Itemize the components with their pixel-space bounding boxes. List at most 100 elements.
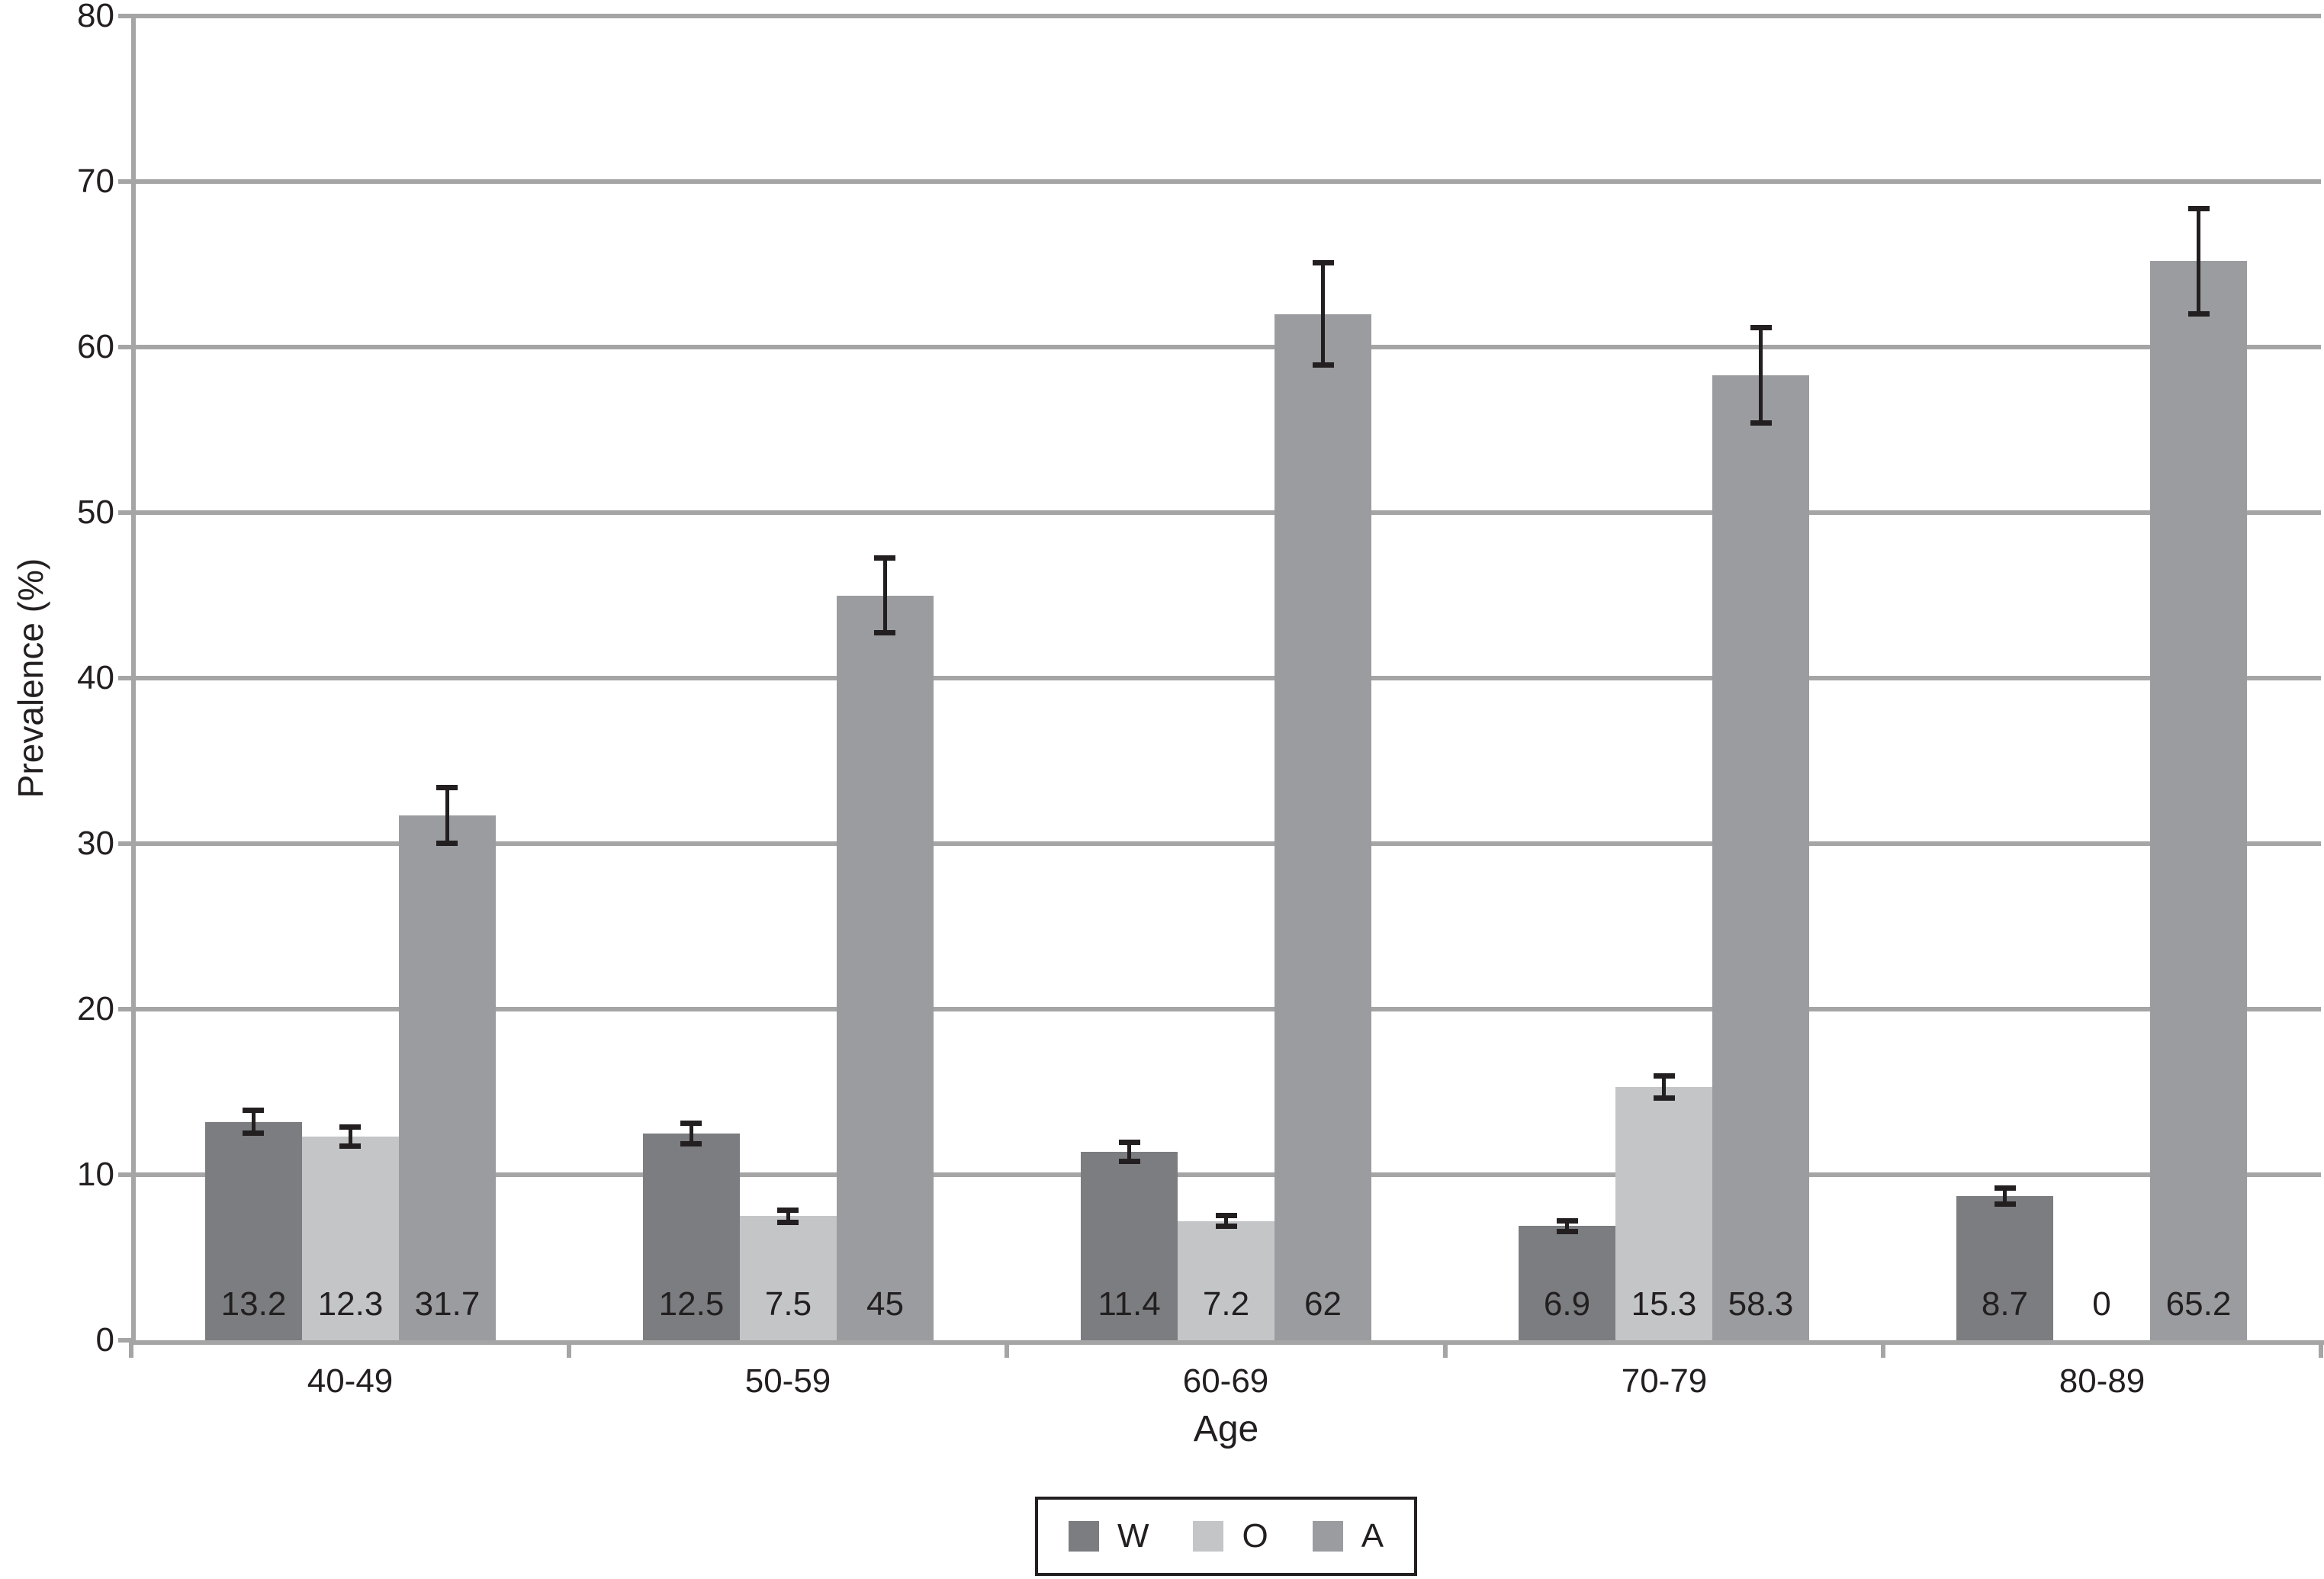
bar-w-50-59 xyxy=(643,1134,740,1340)
error-bar-cap-top xyxy=(680,1121,702,1126)
error-bar-cap-bottom xyxy=(339,1143,361,1149)
y-axis-tick xyxy=(118,510,131,515)
bar-value-label: 45 xyxy=(866,1285,904,1323)
y-tick-label: 0 xyxy=(95,1321,114,1359)
bar-value-label: 8.7 xyxy=(1981,1285,2029,1323)
y-axis-tick xyxy=(118,1338,131,1343)
x-axis-title: Age xyxy=(1193,1409,1259,1449)
y-axis-tick xyxy=(118,841,131,846)
error-bar-line xyxy=(1321,262,1325,365)
gridline xyxy=(131,1172,2321,1177)
gridline xyxy=(131,14,2321,18)
bar-o-50-59 xyxy=(740,1216,837,1340)
error-bar-cap-bottom xyxy=(243,1130,264,1136)
error-bar-cap-top xyxy=(1313,260,1334,265)
x-axis-tick xyxy=(2319,1340,2323,1358)
bar-a-60-69 xyxy=(1275,314,1371,1340)
bar-w-60-69 xyxy=(1081,1152,1178,1340)
bar-a-50-59 xyxy=(837,596,934,1341)
bar-value-label: 11.4 xyxy=(1098,1285,1161,1323)
bar-o-70-79 xyxy=(1615,1087,1712,1340)
y-tick-label: 60 xyxy=(77,328,114,365)
bar-value-label: 13.2 xyxy=(220,1285,287,1323)
y-tick-label: 10 xyxy=(77,1156,114,1193)
error-bar-cap-bottom xyxy=(777,1220,799,1225)
y-tick-label: 30 xyxy=(77,825,114,862)
error-bar-cap-bottom xyxy=(1216,1224,1237,1229)
error-bar-cap-top xyxy=(1654,1073,1675,1079)
y-tick-label: 80 xyxy=(77,0,114,34)
bar-value-label: 7.2 xyxy=(1202,1285,1250,1323)
x-tick-label: 50-59 xyxy=(744,1362,831,1400)
error-bar-line xyxy=(1662,1076,1666,1098)
error-bar-cap-top xyxy=(1216,1213,1237,1218)
error-bar-line xyxy=(883,558,887,634)
bar-value-label: 7.5 xyxy=(764,1285,812,1323)
gridline xyxy=(131,676,2321,680)
error-bar-cap-top xyxy=(339,1124,361,1130)
bar-value-label: 12.5 xyxy=(658,1285,725,1323)
gridline xyxy=(131,510,2321,515)
error-bar-line xyxy=(445,787,449,844)
y-axis-tick xyxy=(118,1172,131,1177)
bar-value-label: 65.2 xyxy=(2165,1285,2232,1323)
error-bar-line xyxy=(786,1210,790,1223)
legend-item-a: A xyxy=(1312,1517,1384,1555)
y-axis-tick xyxy=(118,179,131,184)
gridline xyxy=(131,1007,2321,1011)
bar-value-label: 6.9 xyxy=(1543,1285,1591,1323)
error-bar-line xyxy=(349,1127,352,1146)
bar-value-label: 62 xyxy=(1304,1285,1342,1323)
bar-o-40-49 xyxy=(302,1137,399,1340)
legend-swatch-w xyxy=(1068,1521,1099,1552)
error-bar-cap-bottom xyxy=(2188,311,2210,317)
bar-a-70-79 xyxy=(1712,375,1809,1340)
bar-w-70-79 xyxy=(1519,1226,1615,1340)
legend-label-w: W xyxy=(1117,1517,1149,1555)
x-tick-label: 60-69 xyxy=(1182,1362,1269,1400)
legend-swatch-o xyxy=(1193,1521,1224,1552)
x-axis-tick xyxy=(1443,1340,1448,1358)
error-bar-cap-bottom xyxy=(1313,362,1334,368)
error-bar-cap-bottom xyxy=(1654,1095,1675,1101)
error-bar-cap-top xyxy=(2188,206,2210,211)
error-bar-line xyxy=(1127,1142,1131,1162)
error-bar-cap-bottom xyxy=(1557,1229,1578,1234)
error-bar-line xyxy=(1224,1215,1228,1227)
gridline xyxy=(131,345,2321,349)
bar-a-80-89 xyxy=(2150,261,2247,1340)
y-axis-tick xyxy=(118,345,131,349)
error-bar-line xyxy=(689,1123,693,1144)
y-axis-line xyxy=(131,16,136,1345)
bar-a-40-49 xyxy=(399,815,496,1340)
x-axis-tick xyxy=(1881,1340,1885,1358)
x-axis-line xyxy=(129,1340,2324,1345)
error-bar-cap-top xyxy=(1119,1140,1140,1145)
bar-value-label: 15.3 xyxy=(1631,1285,1697,1323)
error-bar-cap-top xyxy=(1995,1185,2016,1191)
gridline xyxy=(131,841,2321,846)
error-bar-cap-bottom xyxy=(1995,1201,2016,1207)
y-tick-label: 20 xyxy=(77,990,114,1027)
error-bar-cap-top xyxy=(1750,325,1772,330)
legend-label-a: A xyxy=(1361,1517,1384,1555)
bar-value-label: 31.7 xyxy=(414,1285,481,1323)
x-tick-label: 80-89 xyxy=(2059,1362,2146,1400)
error-bar-cap-top xyxy=(777,1208,799,1213)
bar-o-60-69 xyxy=(1178,1221,1275,1340)
legend-item-o: O xyxy=(1193,1520,1268,1553)
y-axis-tick xyxy=(118,14,131,18)
y-tick-label: 50 xyxy=(77,494,114,531)
error-bar-cap-top xyxy=(436,785,458,790)
legend-label-o: O xyxy=(1242,1517,1268,1555)
bar-w-40-49 xyxy=(205,1122,302,1340)
error-bar-cap-bottom xyxy=(874,630,895,635)
error-bar-line xyxy=(252,1110,256,1133)
error-bar-cap-bottom xyxy=(1750,420,1772,426)
y-tick-label: 40 xyxy=(77,659,114,696)
error-bar-cap-bottom xyxy=(436,841,458,846)
